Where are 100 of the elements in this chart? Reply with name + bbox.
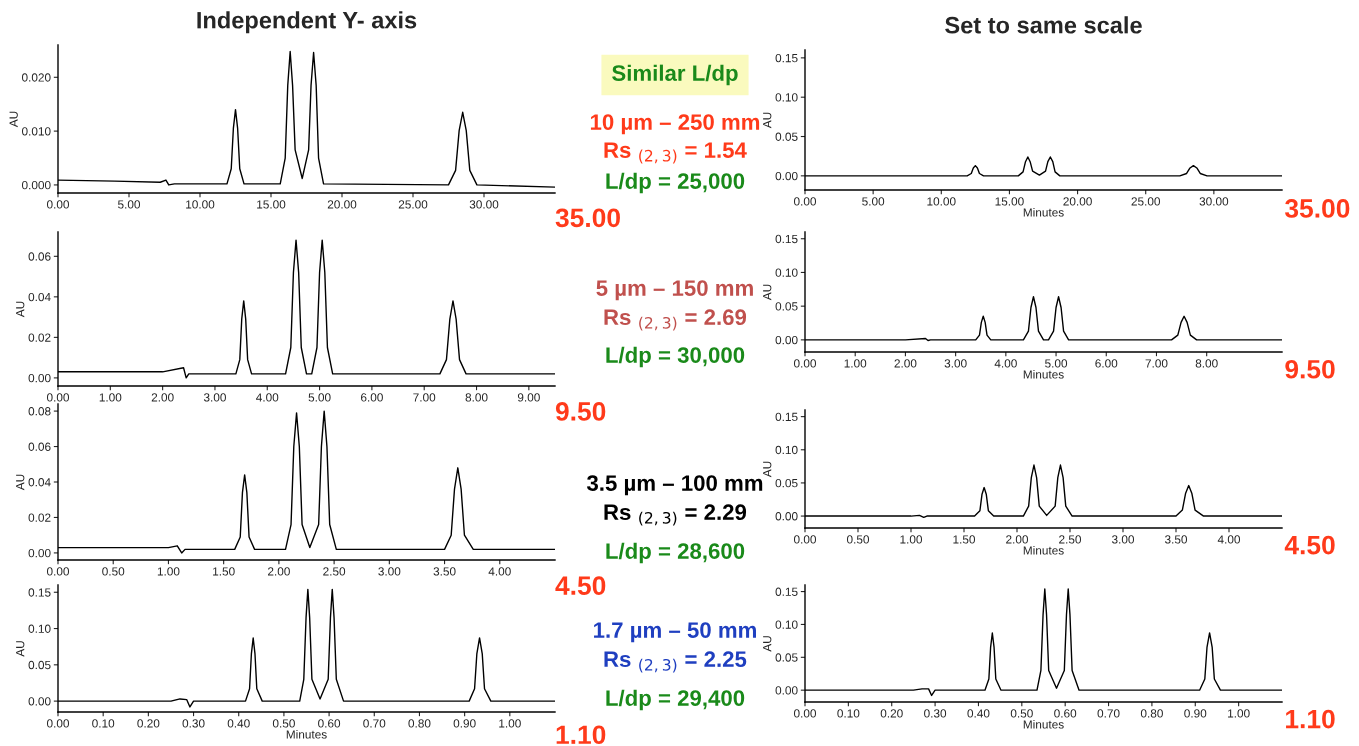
text: 1.7 µm – 50 mm (594, 622, 756, 643)
x-tick-label: 0.70 (363, 719, 386, 728)
x-tick-label: 0.80 (408, 719, 431, 728)
y-tick-label: 0.010 (21, 127, 51, 136)
x-axis-title: Minutes (1023, 719, 1064, 729)
x-tick-label: 10.00 (186, 200, 215, 209)
x-tick-label: 0.00 (793, 535, 817, 544)
y-tick-label: 0.06 (28, 252, 51, 261)
line-series (58, 588, 555, 708)
x-tick-label: 8.00 (1195, 359, 1218, 368)
x-tick-label: 25.00 (398, 200, 428, 209)
x-tick-label: 0.50 (272, 719, 295, 728)
y-axis-title: AU (9, 111, 18, 128)
x-tick-label: 1.00 (844, 359, 867, 368)
x-tick-label: 0.30 (182, 719, 205, 728)
x-tick-label: 30.00 (469, 200, 499, 209)
y-tick-label: 0.15 (775, 587, 798, 596)
x-tick-label: 15.00 (995, 197, 1024, 206)
x-tick-label: 0.30 (924, 709, 947, 718)
x-tick-label: 0.00 (46, 200, 70, 209)
y-tick-label: 0.00 (775, 171, 798, 181)
text: L/dp = 28,600 (606, 542, 745, 564)
x-tick-label: 0.60 (318, 719, 341, 728)
x-tick-label: 5.00 (862, 197, 885, 206)
y-axis-title: AU (763, 636, 772, 652)
x-tick-label: 5.00 (308, 393, 331, 402)
y-tick-label: 0.10 (775, 93, 798, 102)
x-tick-label: 5.00 (117, 200, 141, 209)
y-tick-label: 0.00 (775, 512, 798, 521)
y-tick-label: 0.15 (775, 53, 798, 63)
y-tick-label: 0.15 (28, 588, 51, 597)
y-axis-title: AU (763, 284, 772, 301)
x-tick-label: 0.90 (1184, 709, 1207, 718)
y-tick-label: 0.04 (28, 292, 51, 302)
y-tick-label: 0.10 (28, 624, 51, 633)
x-tick-label: 2.00 (894, 359, 917, 368)
x-axis-title: Minutes (1023, 207, 1064, 217)
x-axis-title: Minutes (1023, 369, 1064, 379)
x-tick-label: 3.00 (203, 393, 226, 402)
text: 5 µm – 150 mm (596, 280, 753, 301)
y-tick-label: 0.020 (21, 73, 51, 82)
chart-title: Set to same scale (945, 16, 1142, 34)
text: 35.00 (1284, 199, 1350, 218)
y-tick-label: 0.15 (775, 234, 798, 244)
x-tick-label: 8.00 (465, 393, 488, 402)
text: 35.00 (555, 208, 620, 228)
x-tick-label: 2.00 (1006, 535, 1029, 544)
text: 10 µm – 250 mm (590, 114, 760, 135)
y-tick-label: 0.05 (775, 478, 798, 488)
x-tick-label: 0.20 (880, 709, 903, 718)
x-tick-label: 0.80 (1140, 709, 1163, 718)
x-tick-label: 3.50 (433, 567, 456, 576)
x-tick-label: 0.20 (137, 719, 160, 728)
x-tick-label: 0.70 (1097, 709, 1120, 718)
y-tick-label: 0.02 (28, 333, 51, 342)
x-tick-label: 7.00 (1145, 359, 1168, 368)
x-tick-label: 2.00 (268, 567, 290, 576)
y-tick-label: 0.10 (775, 268, 798, 277)
line-series (805, 588, 1282, 697)
text: 3.5 µm – 100 mm (586, 475, 763, 496)
x-tick-label: 3.00 (378, 567, 401, 576)
x-axis-title: Minutes (1023, 545, 1064, 555)
x-tick-label: 20.00 (327, 200, 357, 209)
y-tick-label: 0.05 (28, 660, 51, 670)
y-tick-label: 0.10 (775, 445, 798, 455)
y-tick-label: 0.00 (28, 697, 51, 706)
x-tick-label: 2.50 (1059, 535, 1082, 544)
text: Similar L/dp (612, 64, 738, 86)
x-tick-label: 1.00 (157, 567, 180, 576)
y-tick-label: 0.05 (775, 653, 798, 662)
x-tick-label: 20.00 (1063, 197, 1092, 206)
y-axis-title: AU (16, 301, 25, 318)
x-tick-label: 3.00 (944, 359, 967, 368)
x-tick-label: 4.00 (1217, 535, 1241, 544)
text: 1.10 (556, 725, 606, 745)
x-tick-label: 0.50 (846, 535, 870, 544)
text: 9.50 (1285, 359, 1335, 379)
text: Rs $_{(2,3)}$ = 2.25 (604, 651, 747, 673)
x-tick-label: 6.00 (361, 393, 383, 402)
y-tick-label: 0.00 (775, 686, 798, 695)
x-tick-label: 0.00 (793, 359, 817, 368)
x-tick-label: 1.00 (1228, 709, 1250, 718)
x-tick-label: 1.50 (213, 567, 235, 576)
x-tick-label: 0.40 (227, 719, 250, 728)
x-tick-label: 0.50 (102, 567, 125, 576)
x-tick-label: 0.10 (92, 719, 115, 728)
y-tick-label: 0.000 (21, 180, 51, 190)
x-tick-label: 5.00 (1045, 359, 1068, 368)
y-tick-label: 0.00 (28, 373, 51, 383)
text: Rs $_{(2,3)}$ = 2.69 (604, 309, 747, 331)
x-tick-label: 4.00 (256, 393, 279, 402)
y-tick-label: 0.00 (28, 548, 51, 558)
text: 4.50 (555, 576, 606, 595)
x-tick-label: 0.40 (967, 709, 990, 718)
x-tick-label: 2.50 (323, 567, 346, 576)
y-tick-label: 0.06 (28, 442, 51, 451)
text: 1.10 (1286, 709, 1335, 729)
x-tick-label: 0.10 (837, 709, 860, 718)
y-tick-label: 0.05 (775, 302, 798, 311)
x-tick-label: 4.00 (994, 359, 1017, 368)
